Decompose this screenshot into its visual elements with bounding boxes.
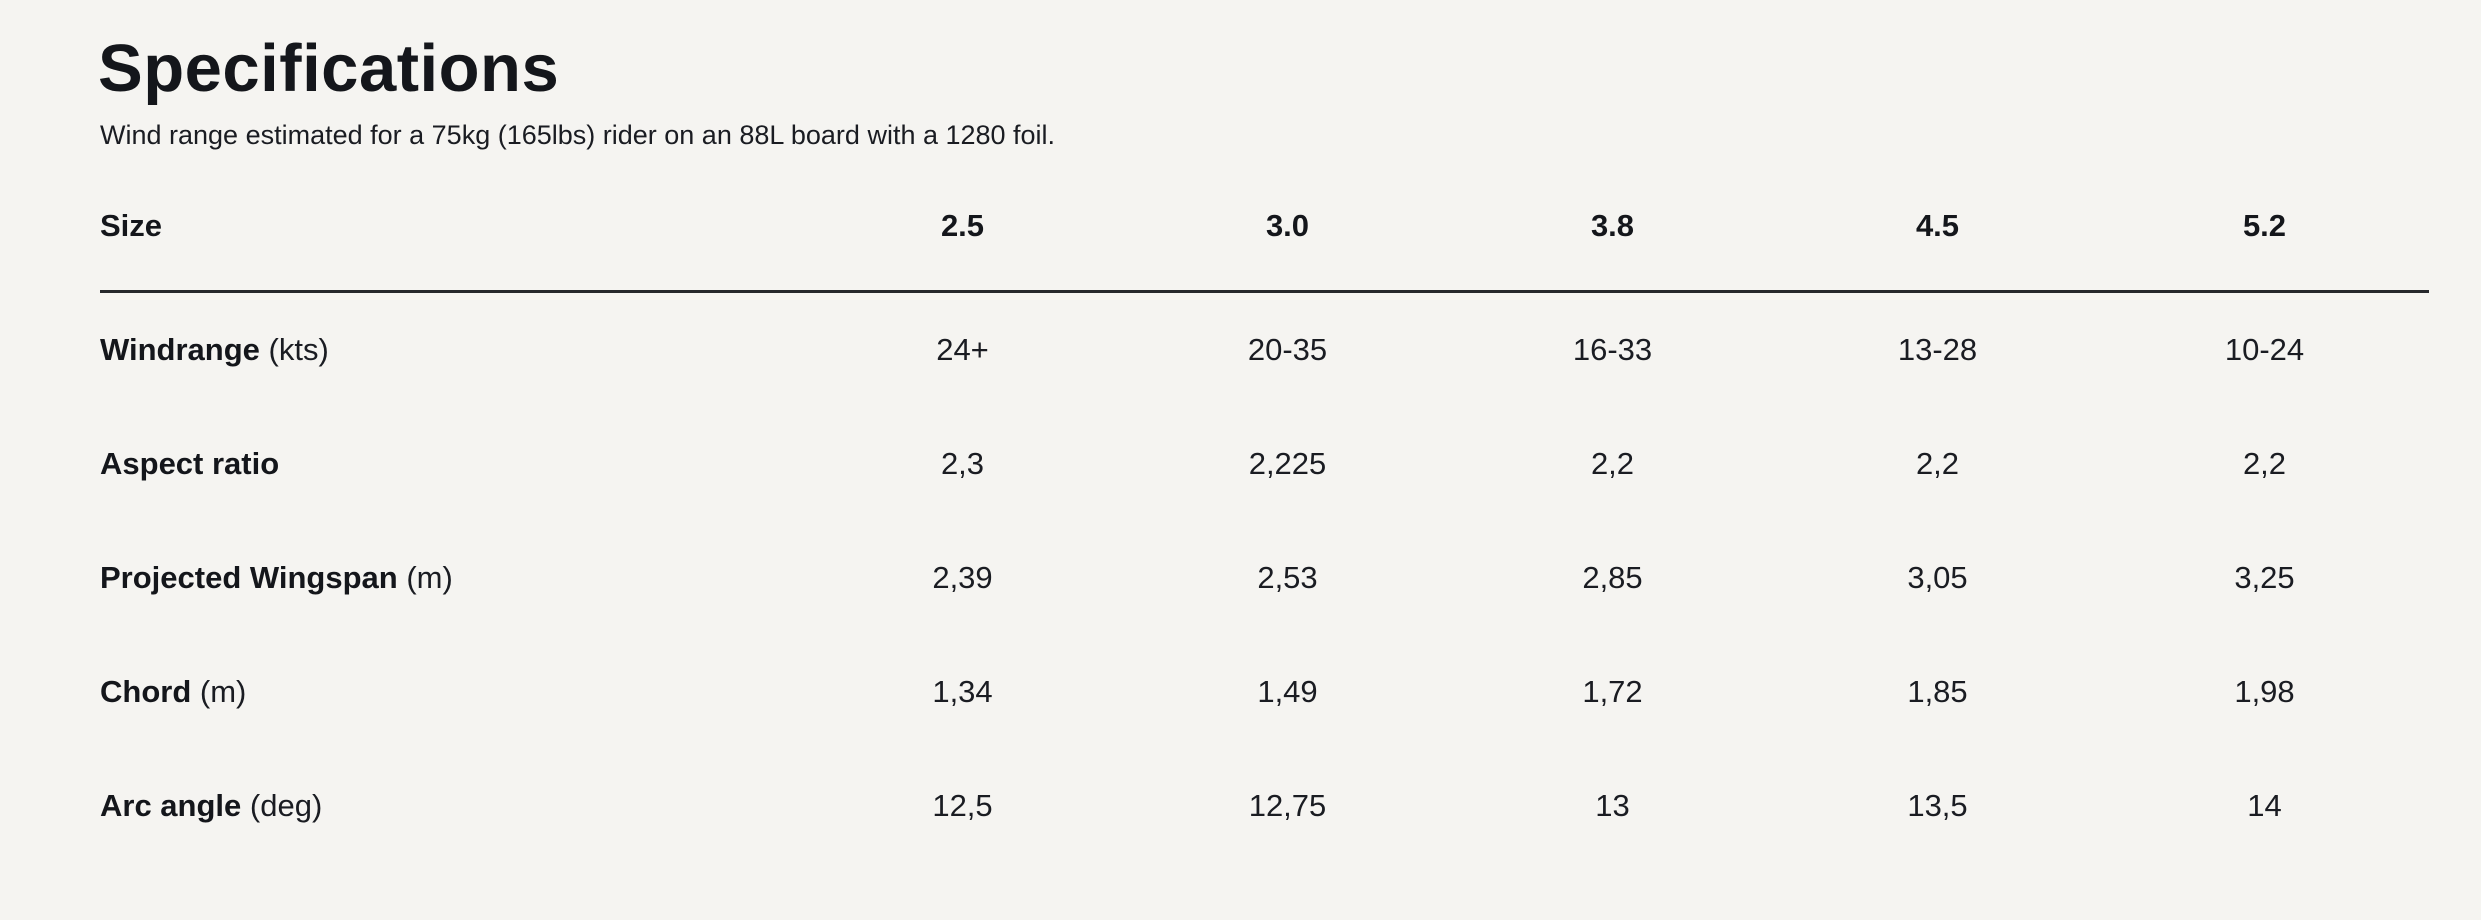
- row-unit-text: (kts): [268, 332, 329, 368]
- cell-windrange-5.2: 10-24: [2224, 332, 2305, 368]
- row-label-chord: Chord (m): [100, 635, 800, 749]
- specifications-section: Specifications Wind range estimated for …: [98, 31, 2429, 863]
- cell-projected-wingspan-3.8: 2,85: [1582, 560, 1643, 596]
- row-unit-text: (m): [199, 674, 247, 710]
- cell-chord-2.5: 1,34: [932, 674, 993, 710]
- cell-projected-wingspan-2.5: 2,39: [932, 560, 993, 596]
- table-row-aspect-ratio: Aspect ratio 2,3 2,225 2,2 2,2 2,2: [100, 407, 2429, 521]
- cell-projected-wingspan-3.0: 2,53: [1257, 560, 1318, 596]
- column-header-size-1: 2.5: [800, 208, 1125, 294]
- cell-arc-angle-3.0: 12,75: [1248, 788, 1327, 824]
- cell-windrange-4.5: 13-28: [1897, 332, 1978, 368]
- cell-aspect-ratio-4.5: 2,2: [1915, 446, 1960, 482]
- page-subtitle: Wind range estimated for a 75kg (165lbs)…: [100, 119, 1056, 150]
- cell-arc-angle-4.5: 13,5: [1907, 788, 1968, 824]
- cell-aspect-ratio-2.5: 2,3: [940, 446, 985, 482]
- row-label-text: Chord: [100, 674, 192, 710]
- cell-chord-3.8: 1,72: [1582, 674, 1643, 710]
- cell-projected-wingspan-4.5: 3,05: [1907, 560, 1968, 596]
- row-label-text: Arc angle: [100, 788, 242, 824]
- row-label-text: Projected Wingspan: [100, 560, 398, 596]
- row-label-projected-wingspan: Projected Wingspan (m): [100, 521, 800, 635]
- cell-aspect-ratio-3.0: 2,225: [1248, 446, 1327, 482]
- cell-chord-5.2: 1,98: [2234, 674, 2295, 710]
- table-row-chord: Chord (m) 1,34 1,49 1,72 1,85 1,98: [100, 635, 2429, 749]
- row-label-text: Aspect ratio: [100, 446, 280, 482]
- row-unit-text: (deg): [249, 788, 323, 824]
- row-label-arc-angle: Arc angle (deg): [100, 749, 800, 863]
- cell-chord-3.0: 1,49: [1257, 674, 1318, 710]
- column-header-size: Size: [100, 208, 800, 294]
- table-row-windrange: Windrange (kts) 24+ 20-35 16-33 13-28 10…: [100, 292, 2429, 408]
- column-header-size-4: 4.5: [1775, 208, 2100, 294]
- table-row-arc-angle: Arc angle (deg) 12,5 12,75 13 13,5 14: [100, 749, 2429, 863]
- cell-aspect-ratio-3.8: 2,2: [1590, 446, 1635, 482]
- row-label-aspect-ratio: Aspect ratio: [100, 407, 800, 521]
- column-header-size-3: 3.8: [1450, 208, 1775, 294]
- table-header-row: Size 2.5 3.0 3.8 4.5 5.2: [100, 208, 2429, 294]
- cell-aspect-ratio-5.2: 2,2: [2242, 446, 2287, 482]
- cell-arc-angle-2.5: 12,5: [932, 788, 993, 824]
- cell-arc-angle-5.2: 14: [2247, 788, 2282, 824]
- cell-arc-angle-3.8: 13: [1595, 788, 1630, 824]
- row-unit-text: (m): [406, 560, 453, 596]
- page-title: Specifications: [98, 31, 560, 106]
- column-header-size-2: 3.0: [1125, 208, 1450, 294]
- row-label-text: Windrange: [100, 332, 260, 368]
- cell-windrange-3.8: 16-33: [1572, 332, 1653, 368]
- specifications-table: Size 2.5 3.0 3.8 4.5 5.2 Windrange (kts)…: [100, 208, 2429, 863]
- cell-projected-wingspan-5.2: 3,25: [2234, 560, 2295, 596]
- column-header-size-5: 5.2: [2100, 208, 2429, 294]
- row-label-windrange: Windrange (kts): [100, 292, 800, 408]
- cell-windrange-2.5: 24+: [936, 332, 989, 368]
- cell-windrange-3.0: 20-35: [1247, 332, 1328, 368]
- cell-chord-4.5: 1,85: [1907, 674, 1968, 710]
- table-row-projected-wingspan: Projected Wingspan (m) 2,39 2,53 2,85 3,…: [100, 521, 2429, 635]
